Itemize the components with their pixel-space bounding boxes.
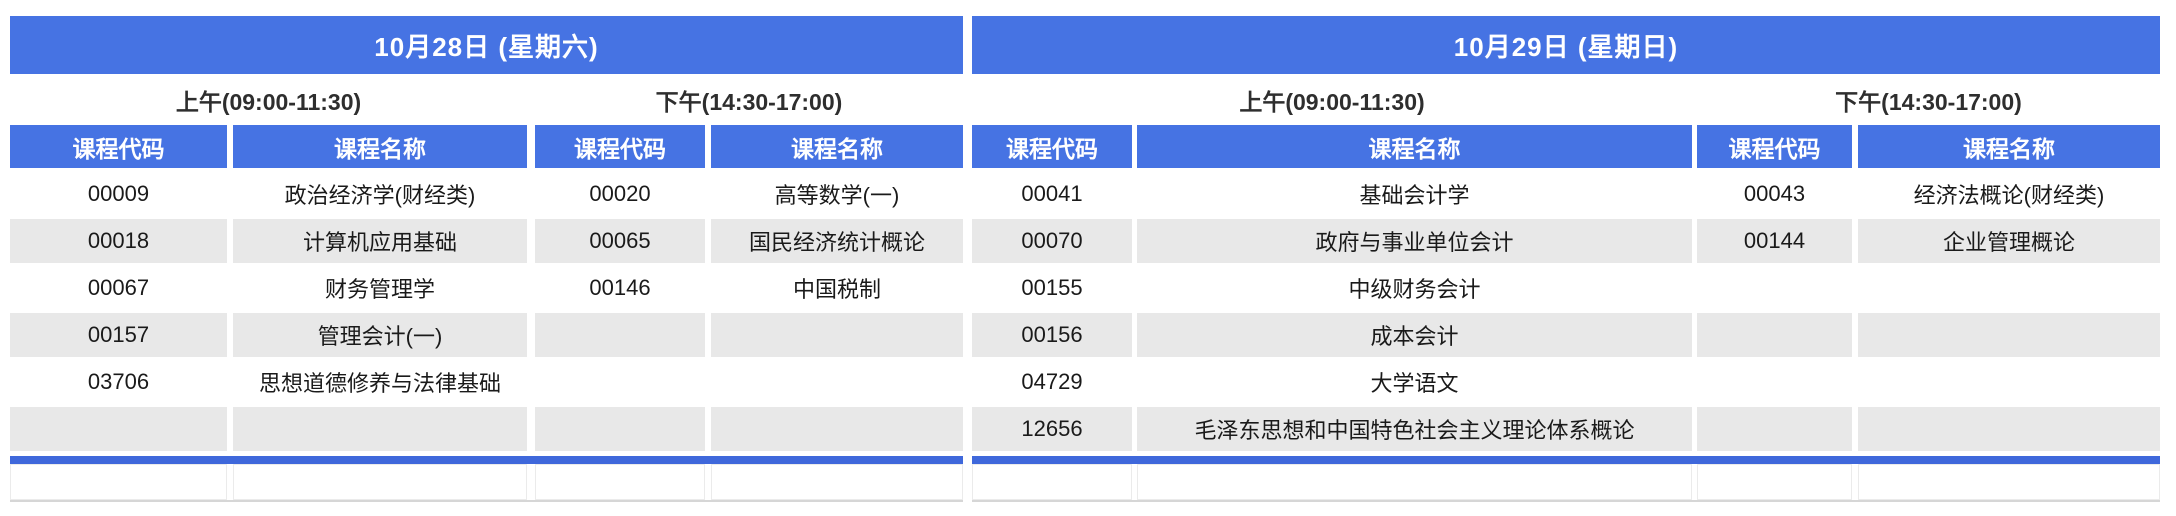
table-row: 12656 毛泽东思想和中国特色社会主义理论体系概论 (972, 407, 2160, 454)
course-name-cell[interactable] (711, 407, 963, 451)
course-name-cell[interactable]: 大学语文 (1137, 360, 1692, 404)
course-code-cell[interactable] (535, 407, 705, 451)
column-header-name[interactable]: 课程名称 (711, 125, 963, 168)
course-code-cell[interactable]: 00043 (1697, 172, 1852, 216)
table-row: 00157 管理会计(一) (10, 313, 963, 360)
table-row: 00070 政府与事业单位会计 00144 企业管理概论 (972, 219, 2160, 266)
course-code-cell[interactable] (10, 407, 227, 451)
course-name-cell[interactable]: 国民经济统计概论 (711, 219, 963, 263)
course-code-cell[interactable] (535, 313, 705, 357)
table-row: 03706 思想道德修养与法律基础 (10, 360, 963, 407)
table-row: 00041 基础会计学 00043 经济法概论(财经类) (972, 172, 2160, 219)
column-header-row: 课程代码 课程名称 课程代码 课程名称 (10, 125, 963, 172)
course-code-cell[interactable]: 00146 (535, 266, 705, 310)
column-header-code[interactable]: 课程代码 (535, 125, 705, 168)
day-table: 10月28日 (星期六) 上午(09:00-11:30) 下午(14:30-17:0… (10, 16, 963, 502)
course-name-cell[interactable]: 政治经济学(财经类) (233, 172, 527, 216)
empty-cell[interactable] (535, 464, 705, 500)
table-row: 00009 政治经济学(财经类) 00020 高等数学(一) (10, 172, 963, 219)
course-code-cell[interactable]: 00041 (972, 172, 1132, 216)
course-code-cell[interactable] (1697, 313, 1852, 357)
course-code-cell[interactable]: 12656 (972, 407, 1132, 451)
course-code-cell[interactable]: 00156 (972, 313, 1132, 357)
empty-row (972, 464, 2160, 502)
course-name-cell[interactable]: 基础会计学 (1137, 172, 1692, 216)
course-code-cell[interactable] (535, 360, 705, 404)
course-code-cell[interactable]: 00157 (10, 313, 227, 357)
column-header-code[interactable]: 课程代码 (972, 125, 1132, 168)
column-header-code[interactable]: 课程代码 (1697, 125, 1852, 168)
course-name-cell[interactable]: 思想道德修养与法律基础 (233, 360, 527, 404)
course-code-cell[interactable] (1697, 407, 1852, 451)
course-name-cell[interactable] (1858, 360, 2160, 404)
table-row (10, 407, 963, 454)
course-name-cell[interactable]: 毛泽东思想和中国特色社会主义理论体系概论 (1137, 407, 1692, 451)
course-name-cell[interactable]: 成本会计 (1137, 313, 1692, 357)
session-row: 上午(09:00-11:30) 下午(14:30-17:00) (972, 74, 2160, 125)
course-name-cell[interactable]: 中级财务会计 (1137, 266, 1692, 310)
course-name-cell[interactable]: 政府与事业单位会计 (1137, 219, 1692, 263)
course-name-cell[interactable]: 管理会计(一) (233, 313, 527, 357)
day-header: 10月28日 (星期六) (10, 16, 963, 74)
course-name-cell[interactable]: 计算机应用基础 (233, 219, 527, 263)
day-header: 10月29日 (星期日) (972, 16, 2160, 74)
empty-cell[interactable] (972, 464, 1132, 500)
table-row: 00018 计算机应用基础 00065 国民经济统计概论 (10, 219, 963, 266)
empty-cell[interactable] (711, 464, 963, 500)
column-header-name[interactable]: 课程名称 (1137, 125, 1692, 168)
session-label: 下午(14:30-17:00) (1835, 88, 2022, 115)
day-table: 10月29日 (星期日) 上午(09:00-11:30) 下午(14:30-17:0… (972, 16, 2160, 502)
course-code-cell[interactable]: 03706 (10, 360, 227, 404)
divider-line (10, 456, 963, 464)
course-name-cell[interactable] (1858, 407, 2160, 451)
column-header-code[interactable]: 课程代码 (10, 125, 227, 168)
course-name-cell[interactable] (233, 407, 527, 451)
course-name-cell[interactable]: 企业管理概论 (1858, 219, 2160, 263)
column-header-row: 课程代码 课程名称 课程代码 课程名称 (972, 125, 2160, 172)
course-name-cell[interactable] (711, 313, 963, 357)
course-code-cell[interactable]: 00155 (972, 266, 1132, 310)
course-code-cell[interactable]: 00070 (972, 219, 1132, 263)
course-name-cell[interactable] (711, 360, 963, 404)
course-name-cell[interactable] (1858, 266, 2160, 310)
table-row: 00156 成本会计 (972, 313, 2160, 360)
course-name-cell[interactable] (1858, 313, 2160, 357)
session-label: 上午(09:00-11:30) (175, 88, 362, 115)
course-code-cell[interactable]: 00020 (535, 172, 705, 216)
table-row: 00067 财务管理学 00146 中国税制 (10, 266, 963, 313)
course-name-cell[interactable]: 高等数学(一) (711, 172, 963, 216)
course-code-cell[interactable]: 00067 (10, 266, 227, 310)
course-name-cell[interactable]: 财务管理学 (233, 266, 527, 310)
course-code-cell[interactable] (1697, 266, 1852, 310)
divider-line (972, 456, 2160, 464)
empty-cell[interactable] (1137, 464, 1692, 500)
table-row: 04729 大学语文 (972, 360, 2160, 407)
session-row: 上午(09:00-11:30) 下午(14:30-17:00) (10, 74, 963, 125)
empty-row (10, 464, 963, 502)
course-code-cell[interactable]: 00144 (1697, 219, 1852, 263)
course-code-cell[interactable]: 00018 (10, 219, 227, 263)
table-row: 00155 中级财务会计 (972, 266, 2160, 313)
column-header-name[interactable]: 课程名称 (1858, 125, 2160, 168)
session-label: 上午(09:00-11:30) (1239, 88, 1425, 115)
column-header-name[interactable]: 课程名称 (233, 125, 527, 168)
course-code-cell[interactable]: 00065 (535, 219, 705, 263)
session-label: 下午(14:30-17:00) (655, 88, 843, 115)
empty-cell[interactable] (1858, 464, 2160, 500)
course-code-cell[interactable]: 04729 (972, 360, 1132, 404)
empty-cell[interactable] (1697, 464, 1852, 500)
course-code-cell[interactable] (1697, 360, 1852, 404)
empty-cell[interactable] (10, 464, 227, 500)
course-name-cell[interactable]: 中国税制 (711, 266, 963, 310)
course-name-cell[interactable]: 经济法概论(财经类) (1858, 172, 2160, 216)
course-code-cell[interactable]: 00009 (10, 172, 227, 216)
empty-cell[interactable] (233, 464, 527, 500)
